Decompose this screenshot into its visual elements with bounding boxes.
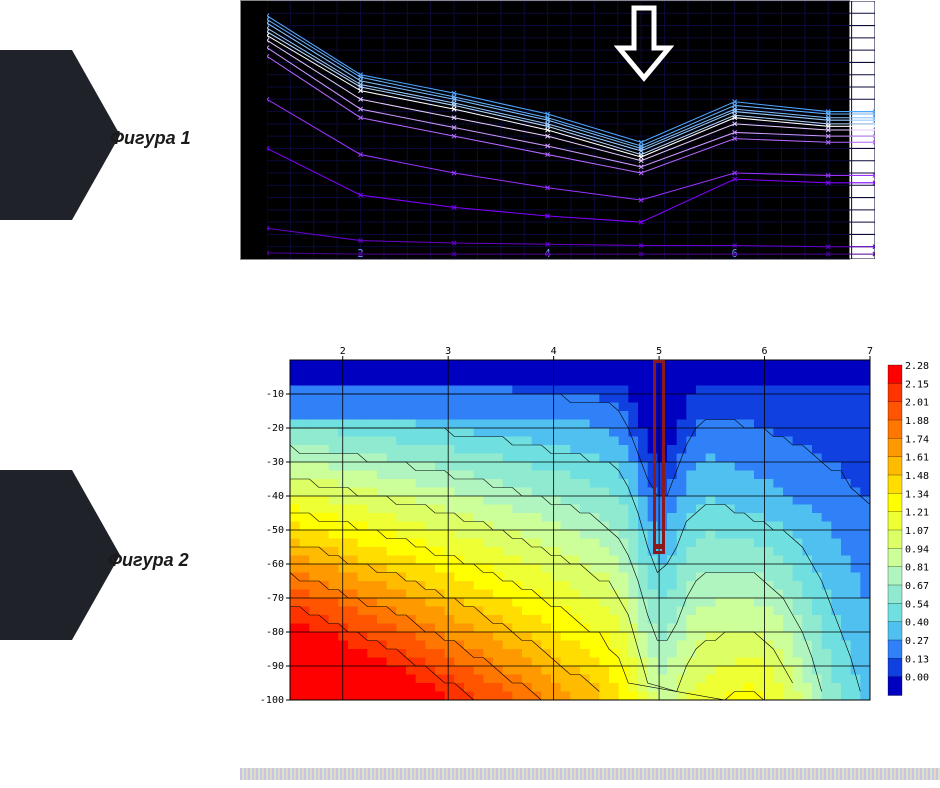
svg-text:5: 5 <box>656 346 662 357</box>
svg-text:1.07: 1.07 <box>905 526 929 537</box>
svg-text:4: 4 <box>551 346 557 357</box>
svg-text:2.15: 2.15 <box>905 379 929 390</box>
svg-text:-20: -20 <box>266 423 284 434</box>
svg-text:1.48: 1.48 <box>905 471 929 482</box>
figure2-xlabels: 2 3 4 5 6 7 <box>340 346 873 360</box>
figure2-ylabels: -10 -20 -30 -40 -50 -60 -70 -80 -90 -100 <box>260 389 290 706</box>
svg-text:-80: -80 <box>266 627 284 638</box>
svg-text:0.54: 0.54 <box>905 599 929 610</box>
figure2-label: Фигура 2 <box>108 550 189 571</box>
svg-text:-100: -100 <box>260 695 284 706</box>
svg-text:-90: -90 <box>266 661 284 672</box>
svg-text:0.13: 0.13 <box>905 654 929 665</box>
svg-text:2.01: 2.01 <box>905 398 929 409</box>
svg-text:1.74: 1.74 <box>905 434 929 445</box>
down-arrow-icon <box>614 3 674 83</box>
svg-text:7: 7 <box>867 346 873 357</box>
anomaly-marker <box>653 360 665 547</box>
pointer-tag-1 <box>0 50 120 220</box>
svg-text:-40: -40 <box>266 491 284 502</box>
svg-text:-50: -50 <box>266 525 284 536</box>
figure1-chart: 0.40.71.11.51.92.2 246 <box>240 0 850 260</box>
svg-text:0.67: 0.67 <box>905 581 929 592</box>
svg-text:-10: -10 <box>266 389 284 400</box>
svg-text:0.94: 0.94 <box>905 544 929 555</box>
noise-strip <box>240 768 940 780</box>
svg-text:1.34: 1.34 <box>905 489 929 500</box>
svg-text:6: 6 <box>762 346 768 357</box>
svg-text:1.21: 1.21 <box>905 508 929 519</box>
svg-text:0.40: 0.40 <box>905 618 929 629</box>
figure1-svg: 0.40.71.11.51.92.2 246 <box>267 1 875 259</box>
svg-text:0.81: 0.81 <box>905 563 929 574</box>
figure2-legend: 2.28 2.15 2.01 1.88 1.74 1.61 1.48 1.34 1.21 1.07… <box>888 361 929 696</box>
figure2-svg: 2 3 4 5 6 7 -10 -20 -30 -40 -50 -60 -70 -80 -90 -100 2… <box>240 340 940 720</box>
svg-text:1.61: 1.61 <box>905 453 929 464</box>
figure1-label: Фигура 1 <box>110 128 191 149</box>
svg-text:2.28: 2.28 <box>905 361 929 372</box>
svg-text:3: 3 <box>445 346 451 357</box>
svg-text:0.27: 0.27 <box>905 636 929 647</box>
svg-text:2: 2 <box>340 346 346 357</box>
svg-text:1.88: 1.88 <box>905 416 929 427</box>
figure1-grid <box>267 1 875 259</box>
figure2-chart: 2 3 4 5 6 7 -10 -20 -30 -40 -50 -60 -70 -80 -90 -100 2… <box>240 340 940 720</box>
svg-text:-70: -70 <box>266 593 284 604</box>
svg-text:-60: -60 <box>266 559 284 570</box>
svg-text:-30: -30 <box>266 457 284 468</box>
svg-text:0.00: 0.00 <box>905 673 929 684</box>
pointer-tag-2 <box>0 470 120 640</box>
